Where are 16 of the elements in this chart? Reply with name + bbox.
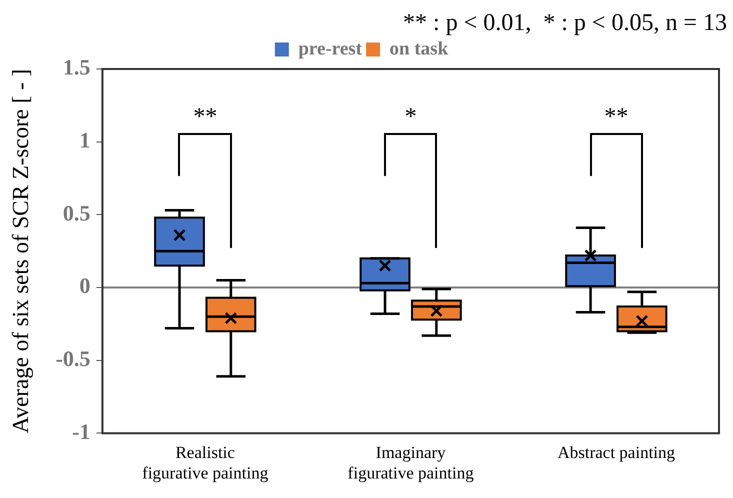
y-axis-title: Average of six sets of SCR Z-score [ - ] (8, 68, 33, 434)
y-tick-label: 1 (79, 128, 90, 153)
legend-label: pre-rest (298, 38, 363, 60)
y-tick-label: -1 (72, 418, 90, 444)
text: ** : p < 0.01, * : p < 0.05, n = 13 (403, 10, 727, 36)
y-tick-label: 0.5 (62, 200, 90, 226)
y-tick-label: 0 (79, 273, 90, 298)
x-tick-label: Abstract painting (557, 442, 676, 462)
legend-label: on task (390, 38, 449, 60)
x-tick-label: Imaginary figurative painting (348, 442, 474, 482)
y-tick-label: 1.5 (62, 54, 90, 80)
x-tick-label: Realistic figurative painting (142, 442, 269, 482)
y-tick-label: -0.5 (56, 346, 90, 372)
annotation: ** (193, 104, 218, 130)
annotation: * (404, 104, 417, 130)
annotation: ** (604, 104, 628, 130)
